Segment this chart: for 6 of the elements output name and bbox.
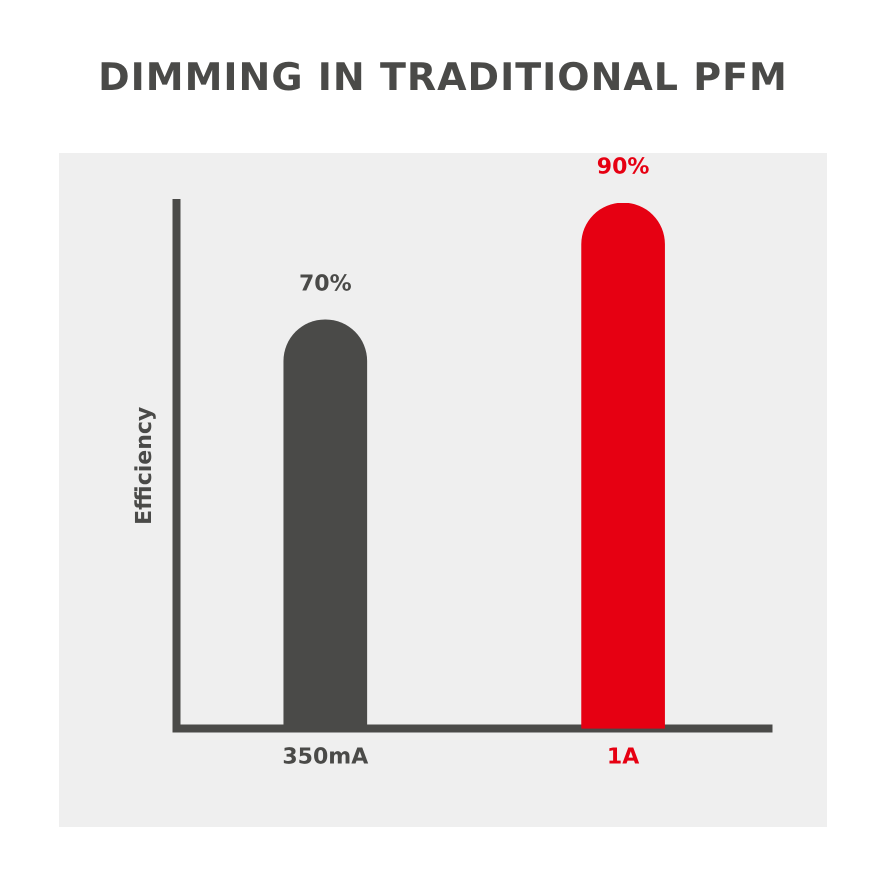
data-label: 90% [596, 154, 650, 180]
x-tick-label: 1A [606, 744, 640, 770]
x-tick-label: 350mA [282, 744, 368, 770]
data-label: 70% [298, 272, 352, 297]
y-axis-title: Efficiency [132, 406, 157, 525]
chart-title: DIMMING IN TRADITIONAL PFM [97, 55, 789, 99]
